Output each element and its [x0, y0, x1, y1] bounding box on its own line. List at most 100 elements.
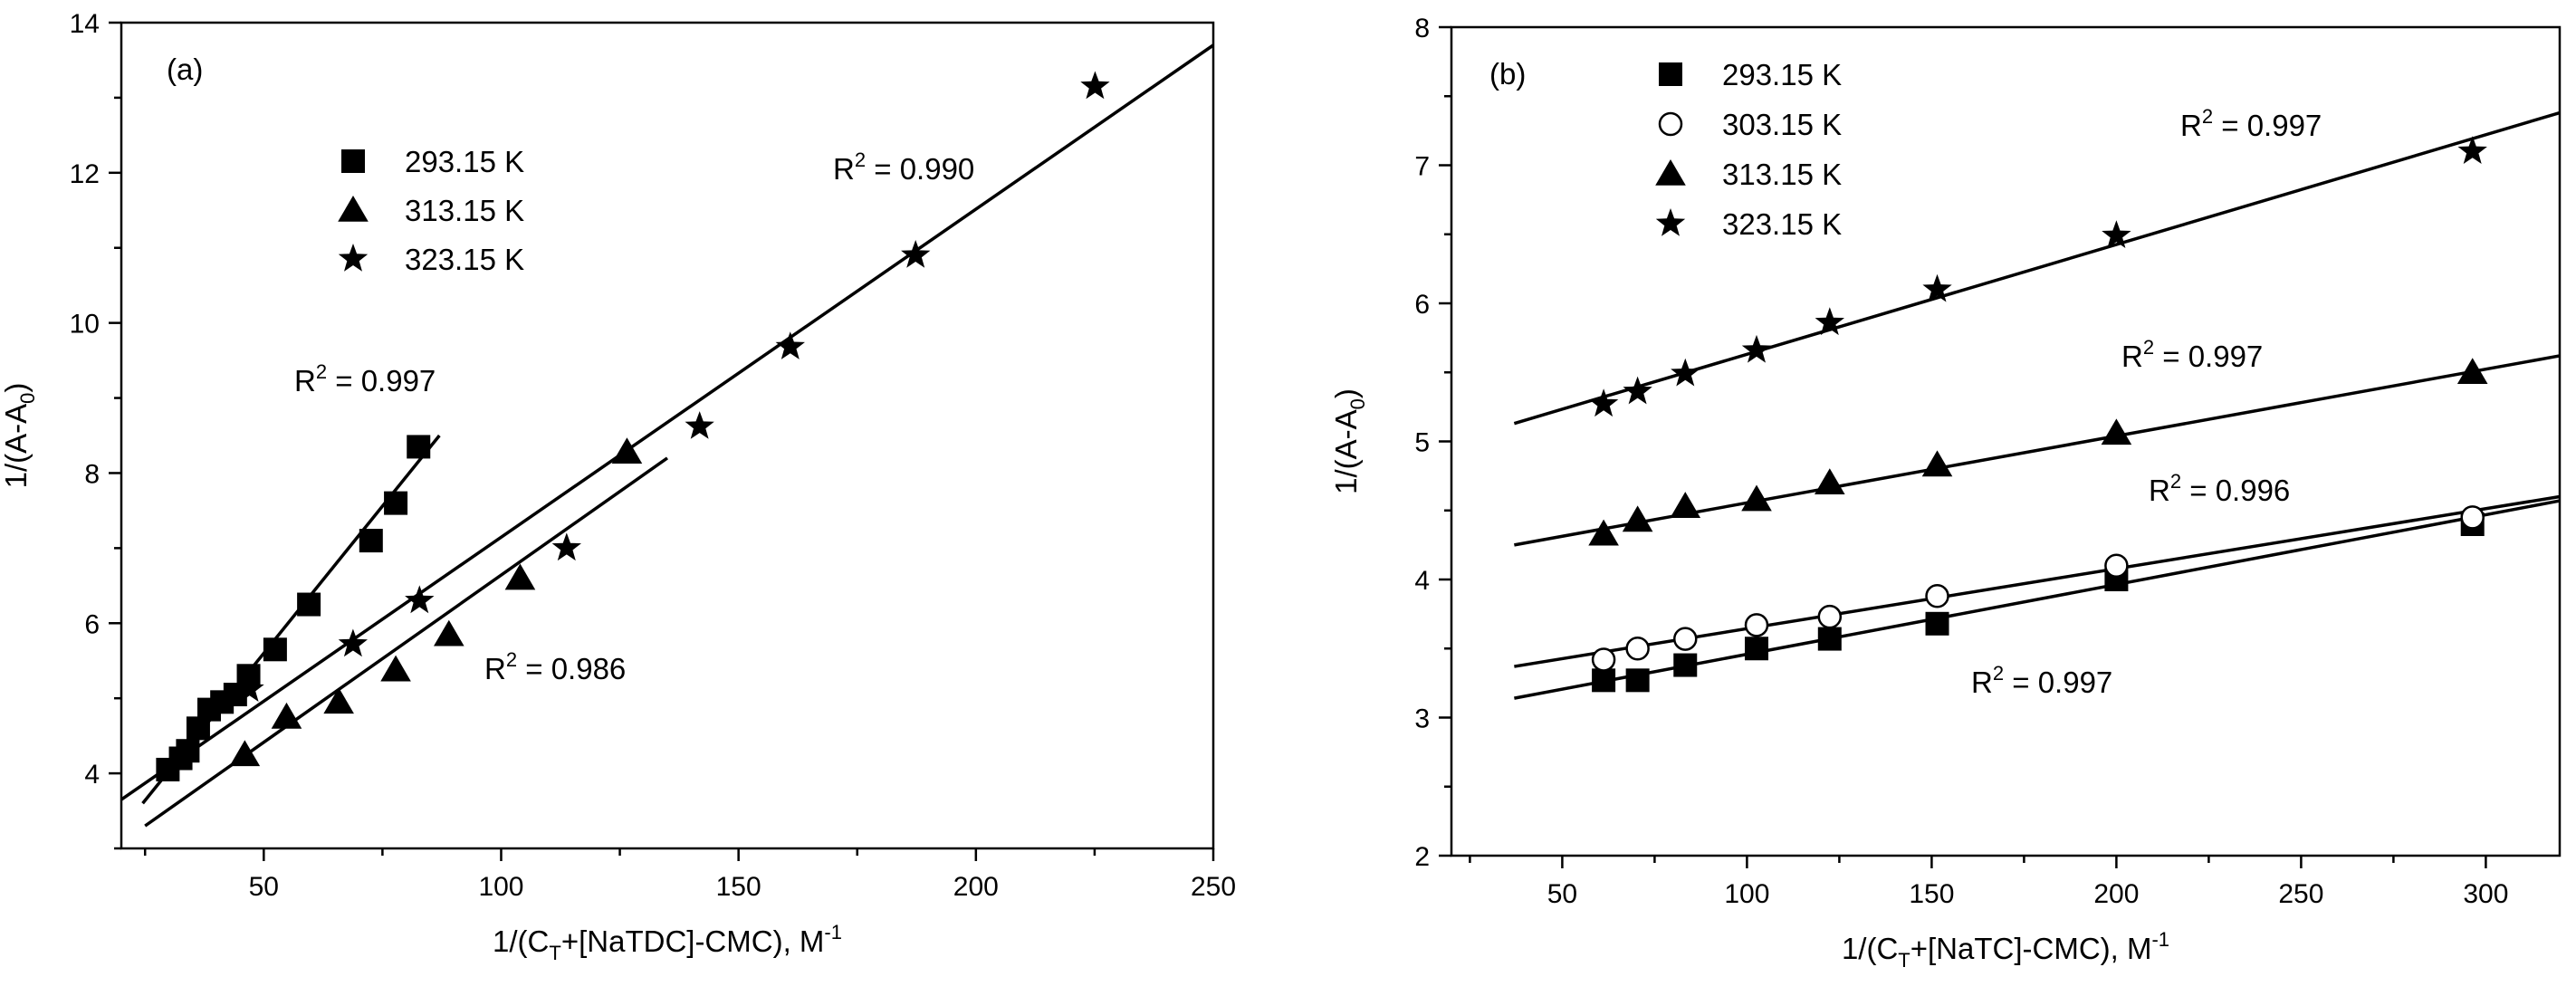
- y-tick-label: 14: [70, 9, 100, 39]
- data-point: [504, 563, 536, 590]
- data-point: [380, 655, 411, 682]
- data-point: [1741, 334, 1772, 363]
- r2-annotation: R2 = 0.997: [294, 360, 436, 397]
- r2-superscript: 2: [316, 360, 327, 383]
- panel-label: (b): [1489, 57, 1526, 91]
- y-tick-label: 6: [1414, 290, 1430, 320]
- y-axis-label: 1/(A-A0): [1329, 388, 1369, 494]
- data-point: [1588, 519, 1619, 546]
- y-tick-label: 5: [1414, 428, 1430, 458]
- r2-value: = 0.990: [866, 152, 974, 186]
- data-point: [2457, 136, 2487, 164]
- data-point: [1745, 637, 1769, 661]
- y-label-subscript: 0: [1346, 398, 1369, 409]
- x-tick-label: 300: [2463, 879, 2508, 909]
- data-point: [1817, 604, 1843, 629]
- r2-symbol: R: [294, 364, 316, 397]
- x-tick-label: 50: [249, 872, 279, 902]
- legend-marker: [1659, 62, 1682, 86]
- plot-frame: [120, 21, 1215, 850]
- data-point: [1925, 611, 1949, 636]
- r2-superscript: 2: [1993, 662, 2004, 685]
- data-point: [551, 532, 581, 561]
- y-tick-label: 3: [1414, 704, 1430, 734]
- legend-label: 313.15 K: [1722, 158, 1842, 191]
- legend-marker: [1655, 208, 1686, 236]
- x-label-part: +[NaTC]-CMC), M: [1910, 932, 2152, 965]
- x-tick-label: 100: [478, 872, 523, 902]
- x-tick-label: 50: [1547, 879, 1577, 909]
- data-point: [685, 411, 714, 439]
- data-point: [775, 331, 805, 359]
- x-tick-label: 150: [716, 872, 761, 902]
- r2-annotation: R2 = 0.997: [1971, 662, 2112, 699]
- x-tick-label: 150: [1909, 879, 1954, 909]
- y-tick-label: 10: [70, 310, 100, 340]
- x-label-subscript: T: [549, 942, 560, 964]
- panel-label: (a): [167, 53, 203, 86]
- y-tick-label: 8: [84, 459, 100, 489]
- data-point: [359, 529, 383, 553]
- x-label-subscript: T: [1898, 949, 1910, 972]
- data-point: [1673, 627, 1698, 651]
- legend-marker: [1655, 159, 1686, 186]
- r2-value: = 0.996: [2181, 474, 2290, 507]
- y-tick-label: 6: [84, 609, 100, 639]
- data-point: [1741, 484, 1772, 512]
- data-point: [1744, 613, 1769, 637]
- y-label-subscript: 0: [16, 393, 39, 404]
- data-point: [2101, 418, 2132, 445]
- data-point: [1592, 668, 1616, 693]
- data-point: [1815, 307, 1844, 336]
- legend-marker: [338, 196, 369, 222]
- r2-value: = 0.986: [517, 652, 626, 685]
- panel-a: 50 100 150 200 250 4 6 8 10 12 14 1/(CT+[NaTDC]-CMC…: [0, 9, 1236, 964]
- y-tick-label: 4: [1414, 566, 1430, 596]
- x-label-part: 1/(C: [1842, 932, 1898, 965]
- panel-b: 50 100 150 200 250 300 2 3 4 5 6 7 8 1/(CT+[NaTC]-CMC…: [1329, 14, 2562, 972]
- x-label-part: 1/(C: [493, 924, 549, 958]
- data-point: [1925, 584, 1949, 608]
- data-point: [2456, 358, 2488, 385]
- x-tick-label: 100: [1724, 879, 1769, 909]
- y-label-part: 1/(A-A: [0, 404, 33, 489]
- legend-label: 323.15 K: [1722, 207, 1842, 241]
- legend-marker: [341, 149, 365, 173]
- data-point: [1625, 668, 1650, 693]
- r2-superscript: 2: [506, 648, 517, 671]
- data-point: [1921, 450, 1953, 477]
- data-point: [297, 592, 321, 617]
- data-point: [1922, 273, 1952, 302]
- legend-label: 303.15 K: [1722, 108, 1842, 141]
- x-axis-label: 1/(CT+[NaTDC]-CMC), M-1: [493, 921, 842, 964]
- data-point: [1622, 505, 1653, 532]
- r2-annotation: R2 = 0.997: [2121, 336, 2263, 373]
- r2-annotation: R2 = 0.986: [484, 648, 626, 685]
- data-point: [1625, 637, 1650, 661]
- data-point: [1814, 468, 1845, 495]
- r2-annotation: R2 = 0.990: [833, 148, 974, 186]
- data-point: [1673, 653, 1698, 677]
- fit-line: [120, 43, 1214, 801]
- y-tick-label: 2: [1414, 842, 1430, 872]
- data-point: [271, 702, 302, 729]
- data-point: [407, 435, 431, 459]
- data-point: [901, 240, 931, 268]
- x-tick-label: 250: [1191, 872, 1236, 902]
- data-point: [384, 491, 408, 515]
- x-label-part: +[NaTDC]-CMC), M: [561, 924, 825, 958]
- x-tick-label: 200: [953, 872, 999, 902]
- data-point: [1670, 492, 1701, 518]
- data-point: [323, 687, 354, 714]
- data-point: [1588, 388, 1619, 417]
- data-point: [263, 637, 287, 662]
- r2-symbol: R: [833, 152, 855, 186]
- x-tick-label: 250: [2278, 879, 2323, 909]
- data-point: [434, 619, 464, 646]
- r2-symbol: R: [2180, 109, 2202, 142]
- y-tick-label: 8: [1414, 14, 1430, 43]
- x-axis-label: 1/(CT+[NaTC]-CMC), M-1: [1842, 928, 2169, 972]
- data-point: [1817, 627, 1842, 651]
